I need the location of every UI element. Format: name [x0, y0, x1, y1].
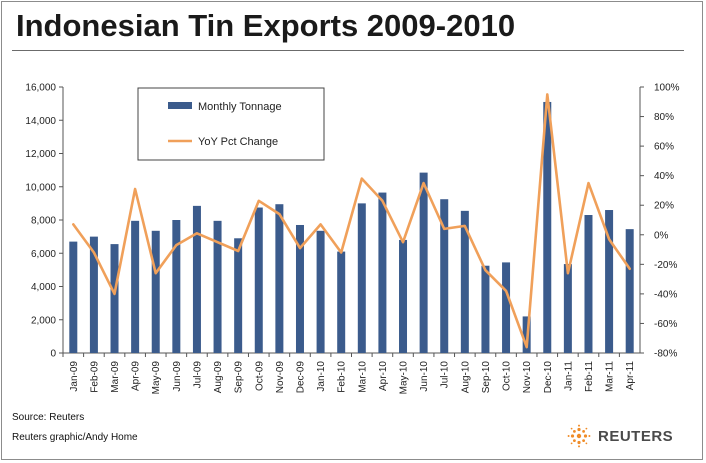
x-tick-label: Dec-10 — [543, 361, 554, 394]
bar — [584, 215, 593, 353]
x-tick-label: Nov-10 — [522, 361, 533, 394]
x-tick-label: Nov-09 — [275, 361, 286, 394]
x-tick-label: May-10 — [399, 361, 410, 395]
legend-label-yoy: YoY Pct Change — [198, 136, 278, 148]
y-right-tick-label: -40% — [654, 289, 677, 300]
y-left-tick-label: 10,000 — [25, 182, 56, 193]
bar — [275, 204, 284, 353]
x-tick-label: May-09 — [151, 361, 162, 395]
reuters-logo: REUTERS — [566, 424, 673, 448]
reuters-logo-icon — [567, 424, 591, 448]
x-tick-label: Jul-09 — [192, 361, 203, 389]
bar-series — [69, 101, 634, 354]
x-tick-label: Sep-09 — [234, 361, 245, 394]
bar — [151, 230, 160, 353]
bar — [399, 239, 408, 353]
y-right-tick-label: 100% — [654, 83, 680, 94]
x-tick-label: Sep-10 — [481, 361, 492, 394]
bar — [254, 207, 263, 353]
bar — [440, 199, 449, 353]
bar — [481, 265, 490, 353]
x-tick-label: Mar-09 — [110, 361, 121, 393]
bar — [213, 220, 222, 353]
x-tick-label: Aug-10 — [460, 361, 471, 394]
title-divider — [12, 50, 684, 51]
x-tick-label: Aug-09 — [213, 361, 224, 394]
y-right-tick-label: -20% — [654, 260, 677, 271]
line-series — [72, 93, 632, 349]
y-left-tick-label: 4,000 — [31, 282, 56, 293]
bar — [316, 230, 325, 353]
x-tick-label: Jul-10 — [440, 361, 451, 389]
reuters-logo-text: REUTERS — [598, 427, 674, 445]
y-left-tick-label: 14,000 — [25, 116, 56, 127]
page-title: Indonesian Tin Exports 2009-2010 — [16, 8, 516, 43]
y-left-tick-label: 2,000 — [31, 315, 56, 326]
y-right-tick-label: 20% — [654, 201, 674, 212]
y-left-tick-label: 12,000 — [25, 149, 56, 160]
bar — [89, 236, 98, 353]
y-right-tick-label: -60% — [654, 319, 677, 330]
y-left-tick-label: 8,000 — [31, 216, 56, 227]
bar — [378, 192, 387, 353]
bar — [110, 244, 119, 353]
x-tick-label: Jun-09 — [172, 361, 183, 392]
bar — [543, 101, 552, 354]
y-right-tick-label: 0% — [654, 230, 669, 241]
bar — [419, 172, 428, 353]
bar — [460, 210, 469, 353]
x-tick-label: Feb-10 — [337, 361, 348, 393]
y-right-tick-label: 60% — [654, 142, 674, 153]
y-right-tick-label: 40% — [654, 171, 674, 182]
y-left-tick-label: 0 — [50, 349, 56, 360]
bar — [172, 220, 181, 353]
x-tick-label: Jan-10 — [316, 361, 327, 392]
legend-box — [137, 87, 325, 161]
x-tick-label: Apr-11 — [625, 361, 636, 391]
bar — [69, 241, 78, 353]
y-left-tick-label: 16,000 — [25, 83, 56, 94]
x-tick-label: Mar-11 — [605, 361, 616, 392]
bar — [502, 262, 511, 353]
x-tick-label: Mar-10 — [357, 361, 368, 393]
source-note: Source: Reuters — [12, 412, 85, 423]
legend: Monthly Tonnage YoY Pct Change — [137, 87, 325, 161]
y-left-tick-label: 6,000 — [31, 249, 56, 260]
x-tick-label: Dec-09 — [295, 361, 306, 394]
credit-note: Reuters graphic/Andy Home — [12, 432, 138, 443]
bar — [605, 210, 614, 353]
x-tick-label: Feb-11 — [584, 361, 595, 392]
y-right-tick-label: 80% — [654, 112, 674, 123]
bar — [625, 229, 634, 353]
bar — [563, 264, 572, 353]
x-tick-label: Jan-09 — [69, 361, 80, 392]
bar — [192, 205, 201, 353]
y-right-tick-label: -80% — [654, 349, 677, 360]
yoy-line — [72, 93, 632, 349]
x-tick-label: Oct-10 — [502, 361, 513, 391]
bar — [131, 220, 140, 353]
x-tick-label: Jun-10 — [419, 361, 430, 392]
tick-labels: 0 2,000 4,000 6,000 8,000 10,000 12,000 14,000 1… — [25, 83, 679, 395]
x-tick-label: Feb-09 — [89, 361, 100, 393]
bar — [337, 251, 346, 353]
x-tick-label: Oct-09 — [254, 361, 265, 391]
x-tick-label: Apr-10 — [378, 361, 389, 391]
bar — [295, 224, 304, 353]
x-tick-label: Jan-11 — [563, 361, 574, 391]
x-tick-label: Apr-09 — [131, 361, 142, 391]
legend-label-tonnage: Monthly Tonnage — [198, 101, 282, 113]
legend-bar-swatch — [168, 102, 192, 109]
bar — [234, 238, 243, 353]
bar — [357, 203, 366, 353]
